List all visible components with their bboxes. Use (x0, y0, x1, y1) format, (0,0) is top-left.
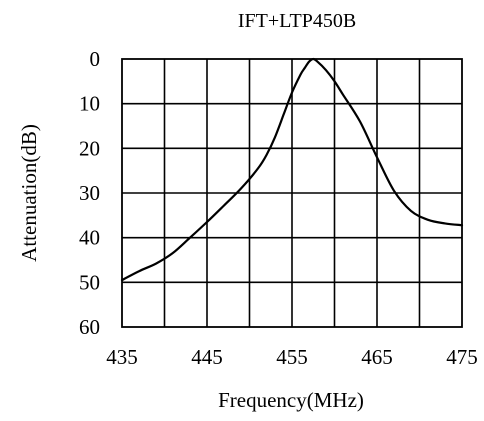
y-tick-label: 30 (79, 181, 100, 205)
y-tick-label: 40 (79, 226, 100, 250)
y-axis-label: Attenuation(dB) (17, 124, 41, 262)
series-layer (120, 57, 464, 282)
y-tick-label: 10 (79, 92, 100, 116)
x-tick-label: 435 (106, 345, 138, 369)
y-tick-label: 60 (79, 315, 100, 339)
x-tick-label: 475 (446, 345, 478, 369)
x-tick-labels: 435 445 455 465 475 (106, 345, 478, 369)
plot-frame (121, 58, 463, 328)
y-tick-label: 0 (90, 47, 101, 71)
x-tick-label: 455 (276, 345, 308, 369)
y-tick-labels: 0 10 20 30 40 50 60 (79, 47, 100, 339)
y-tick-label: 20 (79, 136, 100, 160)
grid-layer (122, 59, 462, 327)
y-tick-label: 50 (79, 270, 100, 294)
chart-title: IFT+LTP450B (238, 10, 356, 32)
x-axis-label: Frequency(MHz) (218, 388, 364, 412)
x-tick-label: 465 (361, 345, 393, 369)
x-tick-label: 445 (191, 345, 223, 369)
attenuation-line (120, 57, 464, 282)
